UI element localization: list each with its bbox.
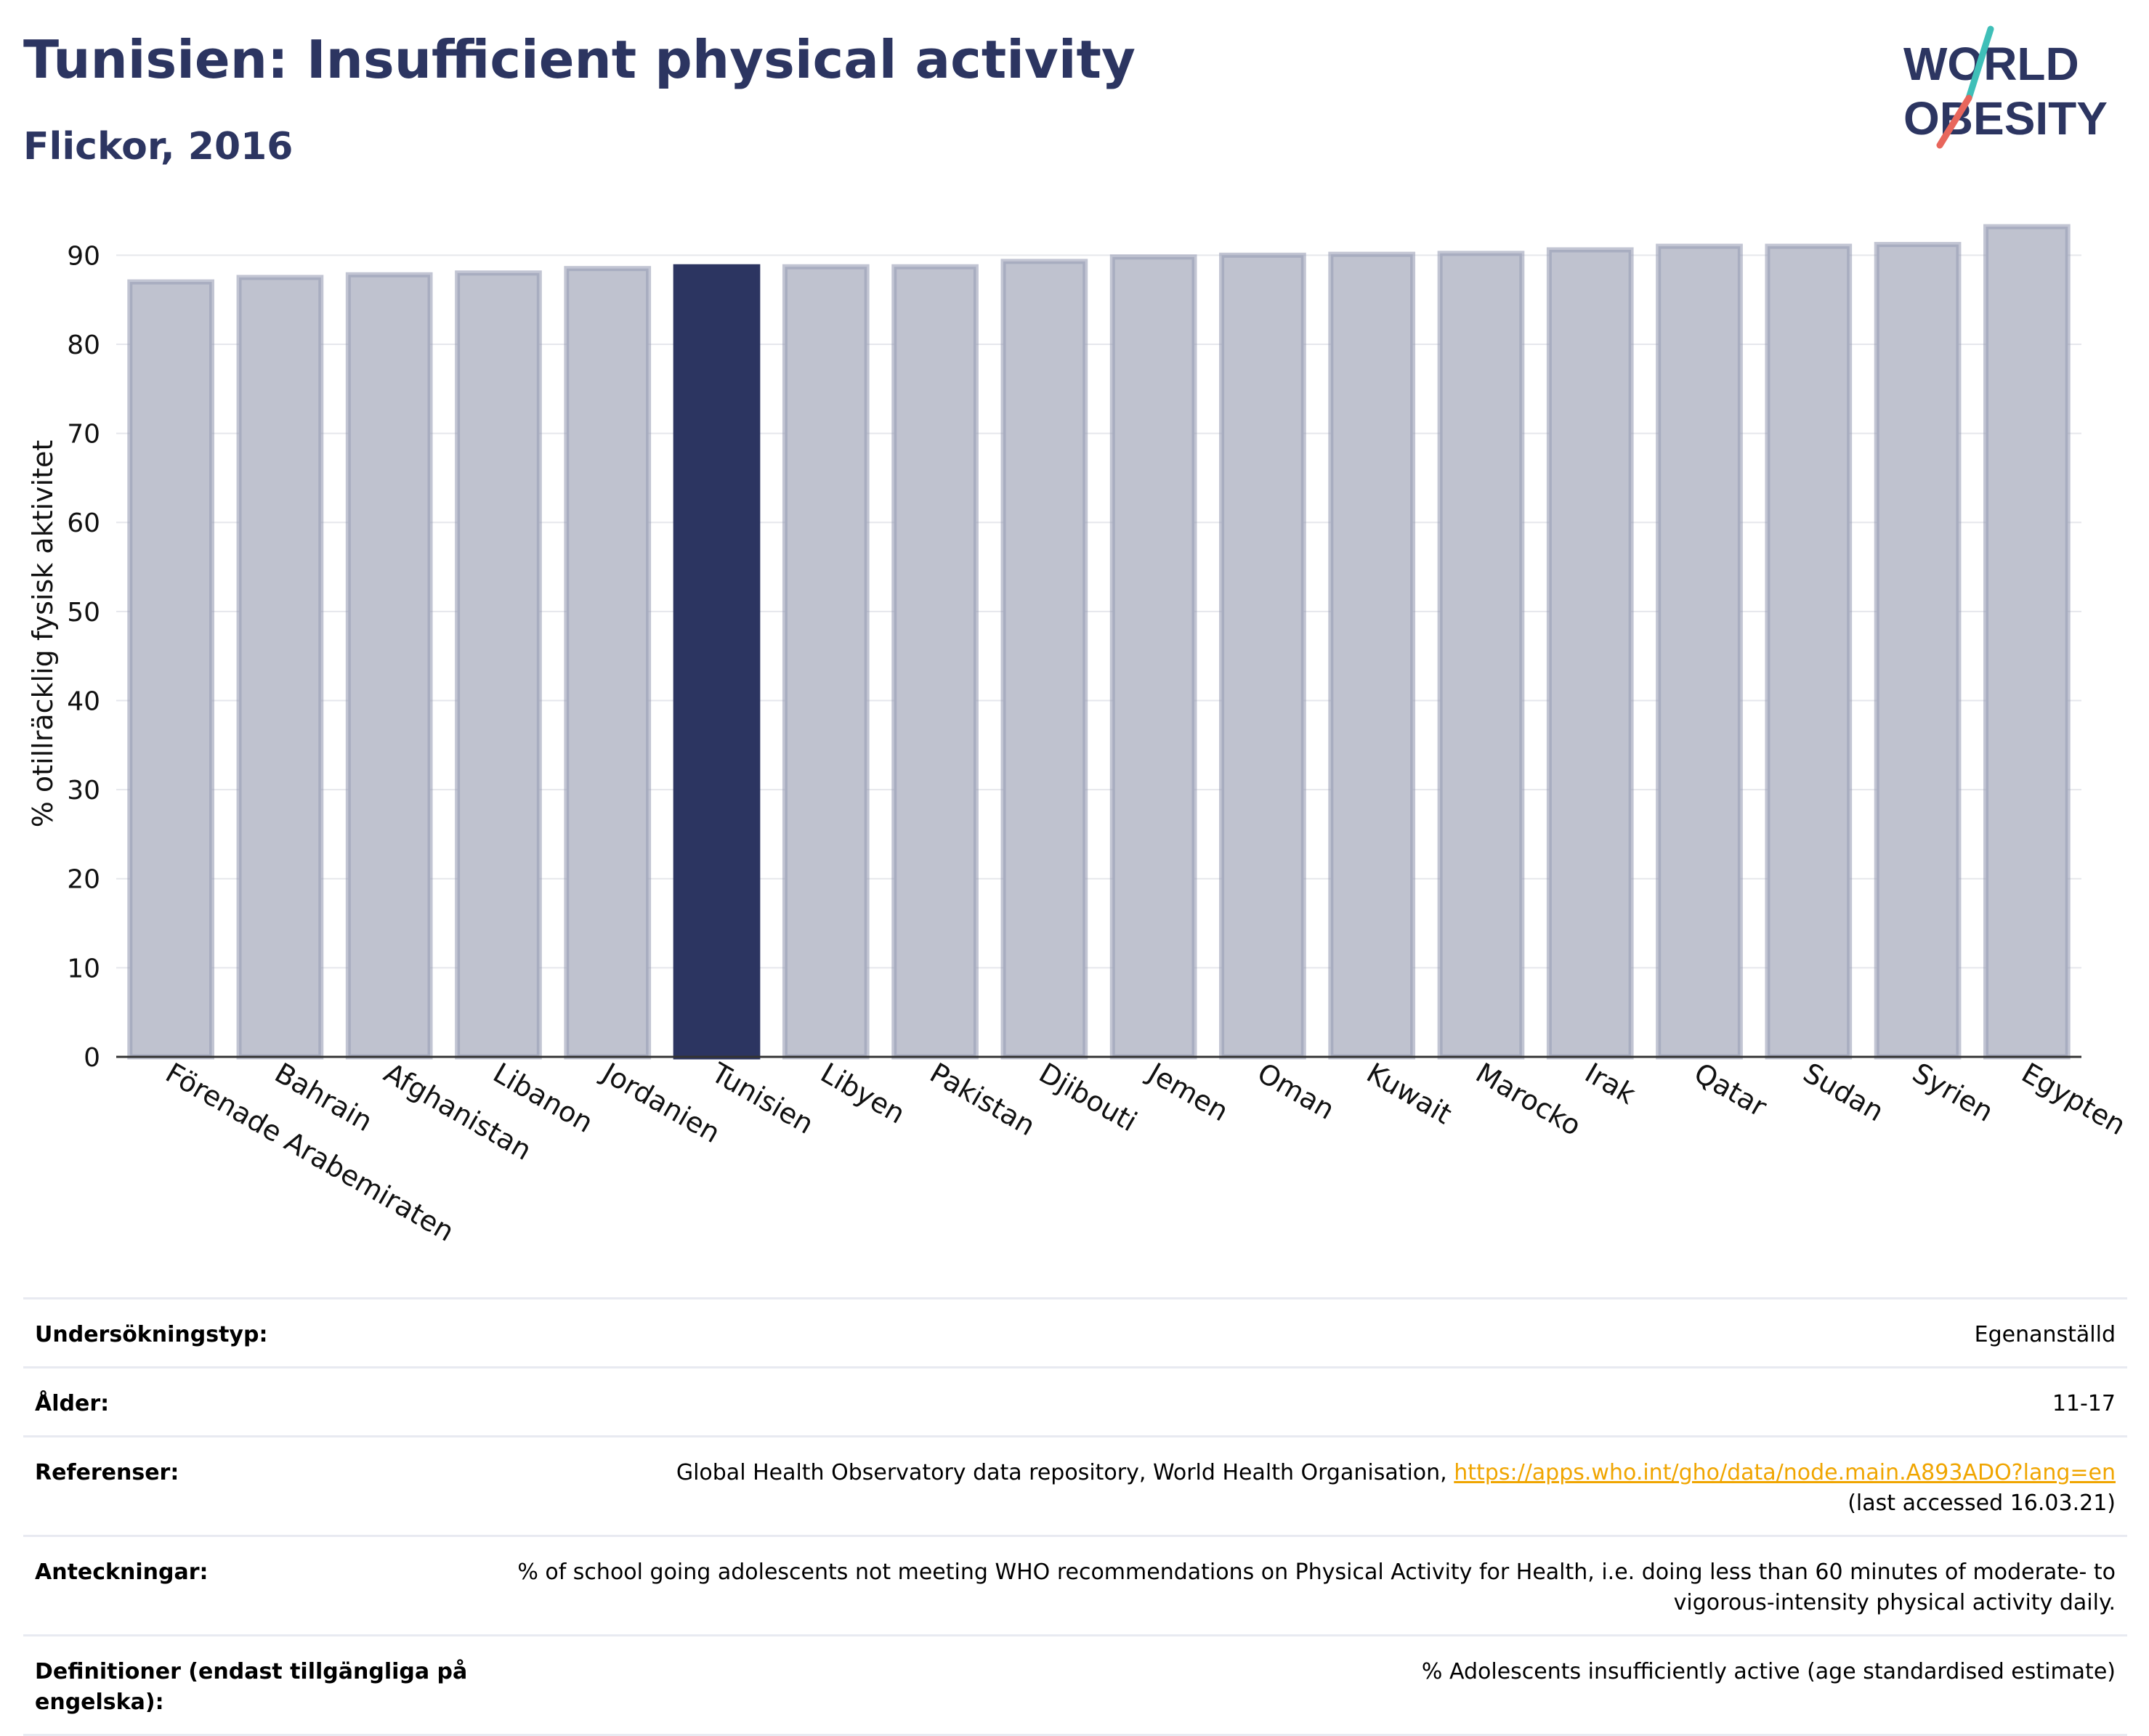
reference-note: (last accessed 16.03.21) xyxy=(1848,1490,2116,1516)
world-obesity-logo: WORLD OBESITY xyxy=(1903,25,2108,149)
info-value: % Adolescents insufficiently active (age… xyxy=(1421,1659,2116,1684)
logo-line1: WORLD xyxy=(1903,38,2079,90)
info-value: Egenanställd xyxy=(1974,1322,2116,1347)
info-value: % of school going adolescents not meetin… xyxy=(517,1559,2116,1615)
bar-kuwait xyxy=(1328,251,1416,1060)
bar-chart: 0 10 20 30 40 50 60 70 80 90 % otillräcklig fysisk… xyxy=(27,224,2131,1248)
x-tick-label: Syrien xyxy=(1907,1057,1999,1128)
bar-jemen xyxy=(1109,254,1197,1060)
info-label: Definitioner (endast tillgängliga på eng… xyxy=(35,1659,468,1715)
bar-libanon xyxy=(455,270,542,1060)
bar-marocko xyxy=(1437,251,1525,1060)
bar-bahrain xyxy=(236,275,324,1060)
bar-förenade-arabemiraten xyxy=(127,279,214,1060)
x-tick-label: Irak xyxy=(1579,1057,1640,1111)
bar-pakistan xyxy=(891,264,979,1060)
info-table: Undersökningstyp: Egenanställd Ålder: 11… xyxy=(23,1297,2127,1736)
info-row-definitions: Definitioner (endast tillgängliga på eng… xyxy=(23,1634,2127,1736)
x-tick-label: Libyen xyxy=(815,1057,910,1130)
y-tick-label: 20 xyxy=(67,865,100,895)
y-tick-label: 0 xyxy=(84,1043,100,1073)
y-tick-label: 50 xyxy=(67,598,100,628)
bar-sudan xyxy=(1765,243,1853,1060)
chart-subtitle: Flickor, 2016 xyxy=(23,125,294,169)
x-tick-label: Sudan xyxy=(1798,1057,1890,1128)
bar-egypten xyxy=(1983,224,2071,1060)
reference-link[interactable]: https://apps.who.int/gho/data/node.main.… xyxy=(1454,1460,2116,1485)
bar-oman xyxy=(1219,252,1306,1060)
logo-line2: OBESITY xyxy=(1903,92,2108,145)
x-tick-label: Pakistan xyxy=(925,1057,1041,1143)
info-row-age: Ålder: 11-17 xyxy=(23,1366,2127,1435)
info-value: 11-17 xyxy=(2052,1391,2116,1416)
y-tick-label: 80 xyxy=(67,330,100,360)
x-tick-label: Jemen xyxy=(1141,1056,1234,1128)
y-tick-label: 30 xyxy=(67,776,100,806)
bar-irak xyxy=(1546,247,1634,1060)
x-tick-label: Marocko xyxy=(1470,1057,1587,1143)
x-tick-label: Egypten xyxy=(2016,1057,2131,1142)
info-row-survey-type: Undersökningstyp: Egenanställd xyxy=(23,1297,2127,1366)
y-tick-label: 90 xyxy=(67,241,100,271)
x-tick-label: Qatar xyxy=(1689,1057,1773,1124)
y-tick-label: 10 xyxy=(67,954,100,983)
y-tick-label: 40 xyxy=(67,686,100,716)
reference-text: Global Health Observatory data repositor… xyxy=(676,1460,1447,1485)
x-tick-label: Kuwait xyxy=(1361,1057,1457,1131)
x-tick-label: Jordanien xyxy=(596,1056,726,1150)
info-label: Undersökningstyp: xyxy=(35,1322,268,1347)
x-tick-label: Tunisien xyxy=(705,1056,819,1140)
info-value: Global Health Observatory data repositor… xyxy=(485,1458,2116,1519)
chart-title: Tunisien: Insufficient physical activity xyxy=(23,29,1136,90)
x-tick-label: Djibouti xyxy=(1034,1057,1143,1138)
info-row-references: Referenser: Global Health Observatory da… xyxy=(23,1435,2127,1535)
bar-djibouti xyxy=(1000,259,1088,1060)
y-tick-label: 70 xyxy=(67,420,100,450)
bar-afghanistan xyxy=(345,272,433,1060)
info-row-notes: Anteckningar: % of school going adolesce… xyxy=(23,1535,2127,1634)
bar-tunisien xyxy=(673,264,761,1060)
info-label: Anteckningar: xyxy=(35,1559,209,1585)
x-tick-label: Oman xyxy=(1252,1057,1340,1126)
bar-jordanien xyxy=(564,266,652,1060)
bar-qatar xyxy=(1656,243,1743,1060)
y-tick-label: 60 xyxy=(67,508,100,538)
bar-syrien xyxy=(1874,242,1962,1060)
info-label: Referenser: xyxy=(35,1460,179,1485)
y-axis-label: % otillräcklig fysisk aktivitet xyxy=(27,440,59,828)
bar-libyen xyxy=(782,264,870,1060)
info-label: Ålder: xyxy=(35,1391,110,1416)
